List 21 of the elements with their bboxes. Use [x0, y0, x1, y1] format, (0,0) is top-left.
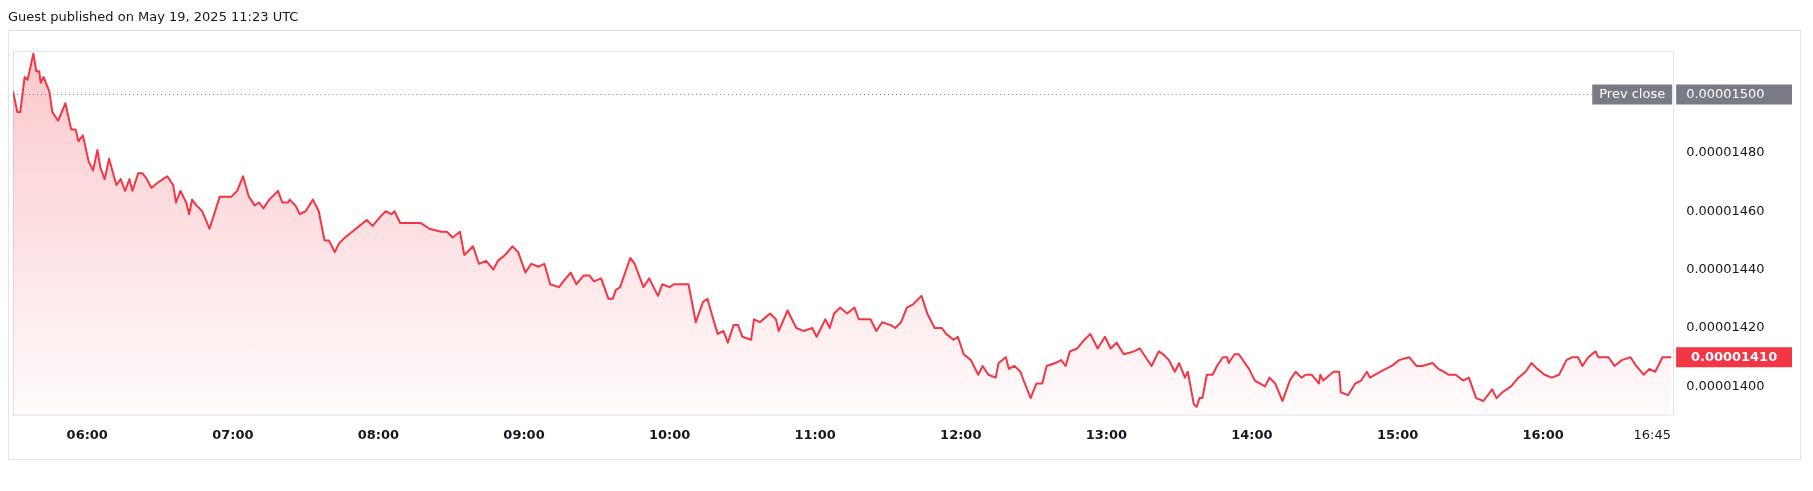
text: 0.00001410	[1690, 348, 1778, 364]
x-tick-label: 12:00	[940, 426, 982, 442]
x-tick-label: 14:00	[1231, 426, 1273, 442]
y-tick-label: 0.00001400	[1686, 377, 1765, 393]
y-tick-label: 0.00001420	[1686, 319, 1765, 335]
y-tick-label: 0.00001480	[1686, 144, 1765, 160]
x-tick-label: 10:00	[648, 426, 691, 442]
ref-line-label: Prev close	[1599, 85, 1666, 101]
x-tick-label: 16:00	[1522, 426, 1564, 442]
y-tick-label: 0.00001440	[1686, 261, 1765, 276]
x-tick-label: 06:00	[66, 426, 108, 442]
x-tick-label: 07:00	[212, 426, 254, 442]
x-tick-label: 13:00	[1085, 426, 1128, 442]
x-tick-label: 08:00	[357, 426, 400, 442]
x-tick-label: 09:00	[503, 426, 545, 442]
y-tick-label: 0.00001460	[1686, 202, 1765, 218]
x-tick-label: 11:00	[794, 426, 836, 442]
chart-title: Guest published on May 19, 2025 11:23 UTC	[8, 8, 300, 26]
x-tick-label: 16:45	[1633, 426, 1672, 442]
x-tick-label: 15:00	[1376, 426, 1419, 442]
y-tick-label: 0.00001500	[1686, 85, 1765, 101]
